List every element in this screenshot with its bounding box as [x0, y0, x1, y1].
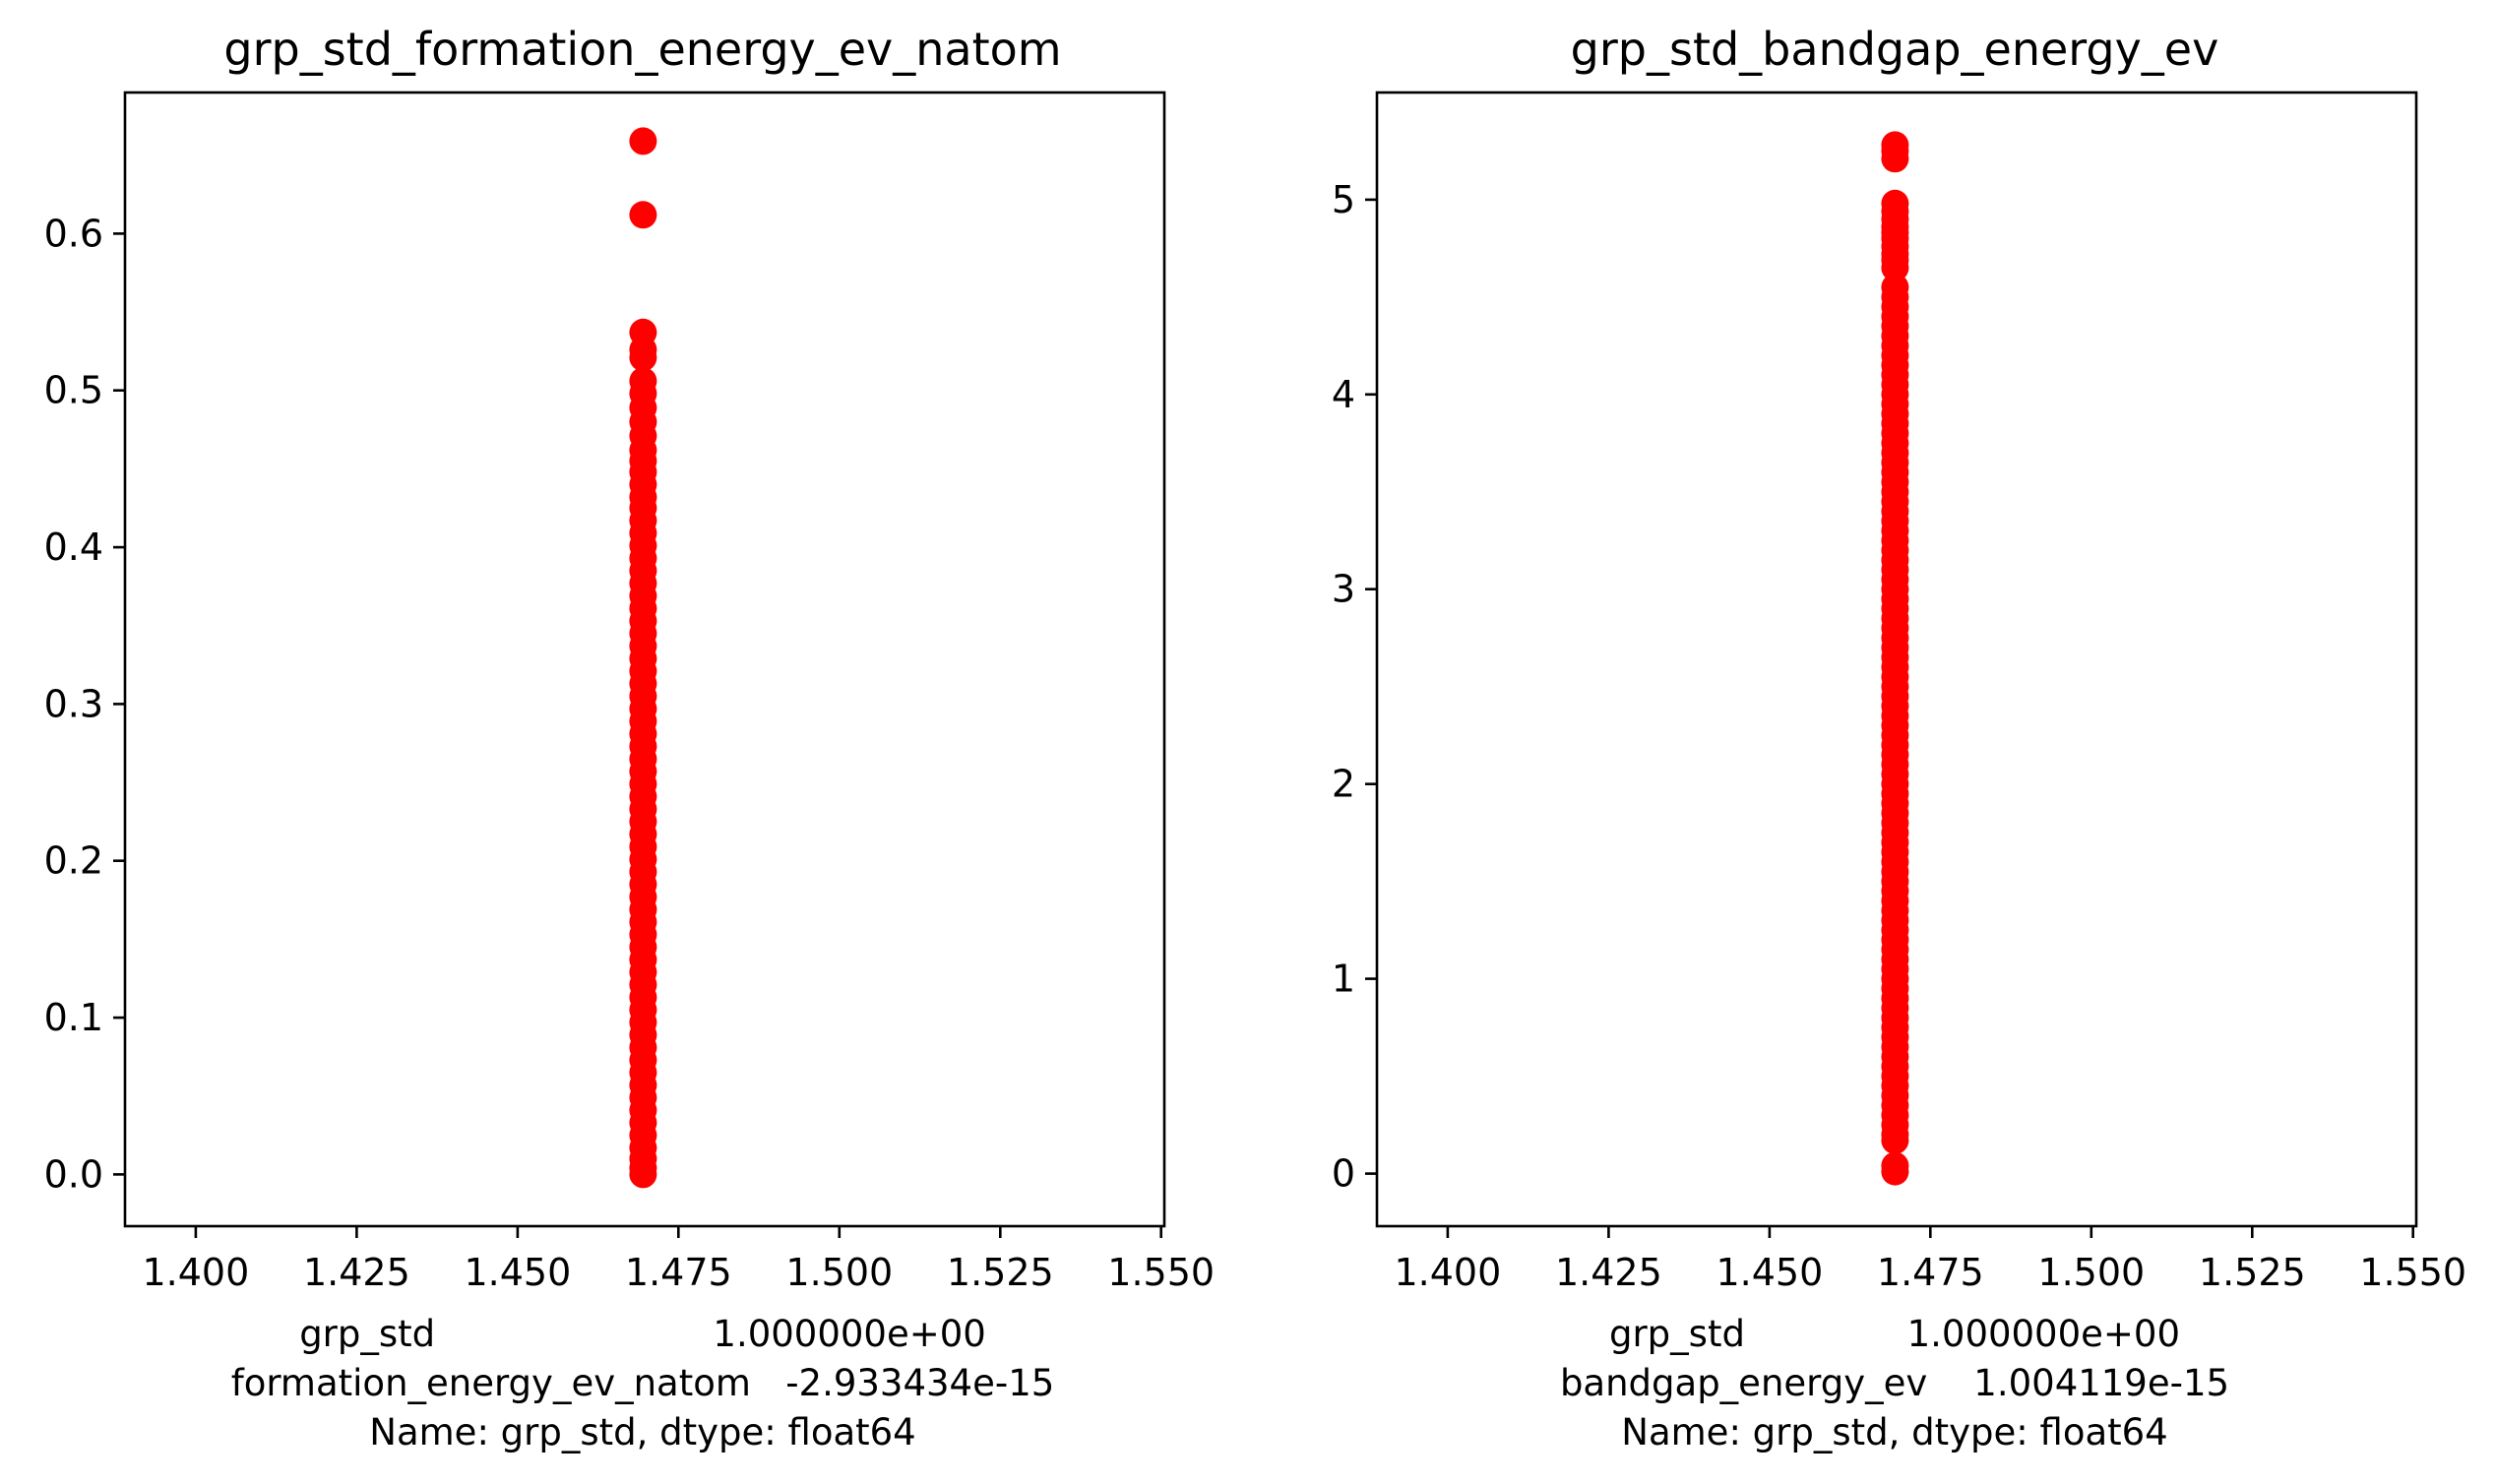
chart-title: grp_std_bandgap_energy_ev: [1571, 23, 2219, 76]
data-point: [1881, 1126, 1909, 1154]
y-tick-label: 0.5: [44, 369, 103, 412]
y-tick-label: 1: [1332, 958, 1355, 1001]
data-point: [629, 127, 657, 155]
x-tick-label: 1.500: [785, 1251, 893, 1294]
x-tick-label: 1.475: [625, 1251, 732, 1294]
data-point: [629, 1160, 657, 1189]
x-tick-label: 1.550: [1107, 1251, 1215, 1294]
x-axis-label-line-3: Name: grp_std, dtype: float64: [1621, 1411, 2167, 1453]
y-tick-label: 0.1: [44, 996, 103, 1039]
x-tick-label: 1.450: [1716, 1251, 1824, 1294]
x-tick-label: 1.550: [2359, 1251, 2466, 1294]
plot-frame: [123, 91, 1166, 1228]
x-tick-label: 1.500: [2037, 1251, 2145, 1294]
y-tick-label: 0: [1332, 1152, 1355, 1196]
y-tick-label: 5: [1332, 178, 1355, 221]
x-axis-label-line-1: grp_std 1.000000e+00: [1609, 1313, 2180, 1355]
chart-formation-energy: grp_std_formation_energy_ev_natom 0.0 0.1…: [44, 23, 1216, 1453]
data-point: [629, 343, 657, 372]
x-axis-label-line-3: Name: grp_std, dtype: float64: [369, 1411, 915, 1453]
y-tick-label: 3: [1332, 568, 1355, 611]
x-tick-label: 1.450: [465, 1251, 572, 1294]
x-axis-label-line-1: grp_std 1.000000e+00: [299, 1313, 986, 1355]
y-tick-label: 0.4: [44, 526, 103, 569]
x-tick-label: 1.425: [303, 1251, 410, 1294]
y-tick-label: 0.2: [44, 839, 103, 883]
x-axis-label-line-2: bandgap_energy_ev 1.004119e-15: [1560, 1362, 2229, 1404]
data-point: [1881, 1157, 1909, 1186]
x-axis: 1.400 1.425 1.450 1.475 1.500 1.525 1.550: [1395, 1226, 2466, 1294]
x-axis-label-line-2: formation_energy_ev_natom -2.933434e-15: [231, 1362, 1055, 1404]
x-tick-label: 1.425: [1555, 1251, 1662, 1294]
data-point: [1881, 145, 1909, 173]
chart-title: grp_std_formation_energy_ev_natom: [223, 23, 1061, 76]
y-axis: 0.0 0.1 0.2 0.3 0.4 0.5 0.6: [44, 212, 125, 1196]
y-tick-label: 4: [1332, 373, 1355, 416]
y-tick-label: 0.6: [44, 212, 103, 255]
x-tick-label: 1.400: [1395, 1251, 1502, 1294]
scatter-points: [629, 127, 657, 1189]
x-tick-label: 1.525: [947, 1251, 1054, 1294]
x-tick-label: 1.400: [143, 1251, 250, 1294]
y-axis: 0 1 2 3 4 5: [1332, 178, 1377, 1196]
x-tick-label: 1.525: [2199, 1251, 2306, 1294]
data-point: [629, 201, 657, 229]
x-tick-label: 1.475: [1877, 1251, 1984, 1294]
scatter-points: [1881, 131, 1909, 1186]
data-point: [1881, 254, 1909, 282]
x-axis: 1.400 1.425 1.450 1.475 1.500 1.525 1.550: [143, 1226, 1215, 1294]
y-tick-label: 2: [1332, 763, 1355, 806]
y-tick-label: 0.3: [44, 682, 103, 725]
plot-frame: [1375, 91, 2418, 1228]
y-tick-label: 0.0: [44, 1152, 103, 1196]
